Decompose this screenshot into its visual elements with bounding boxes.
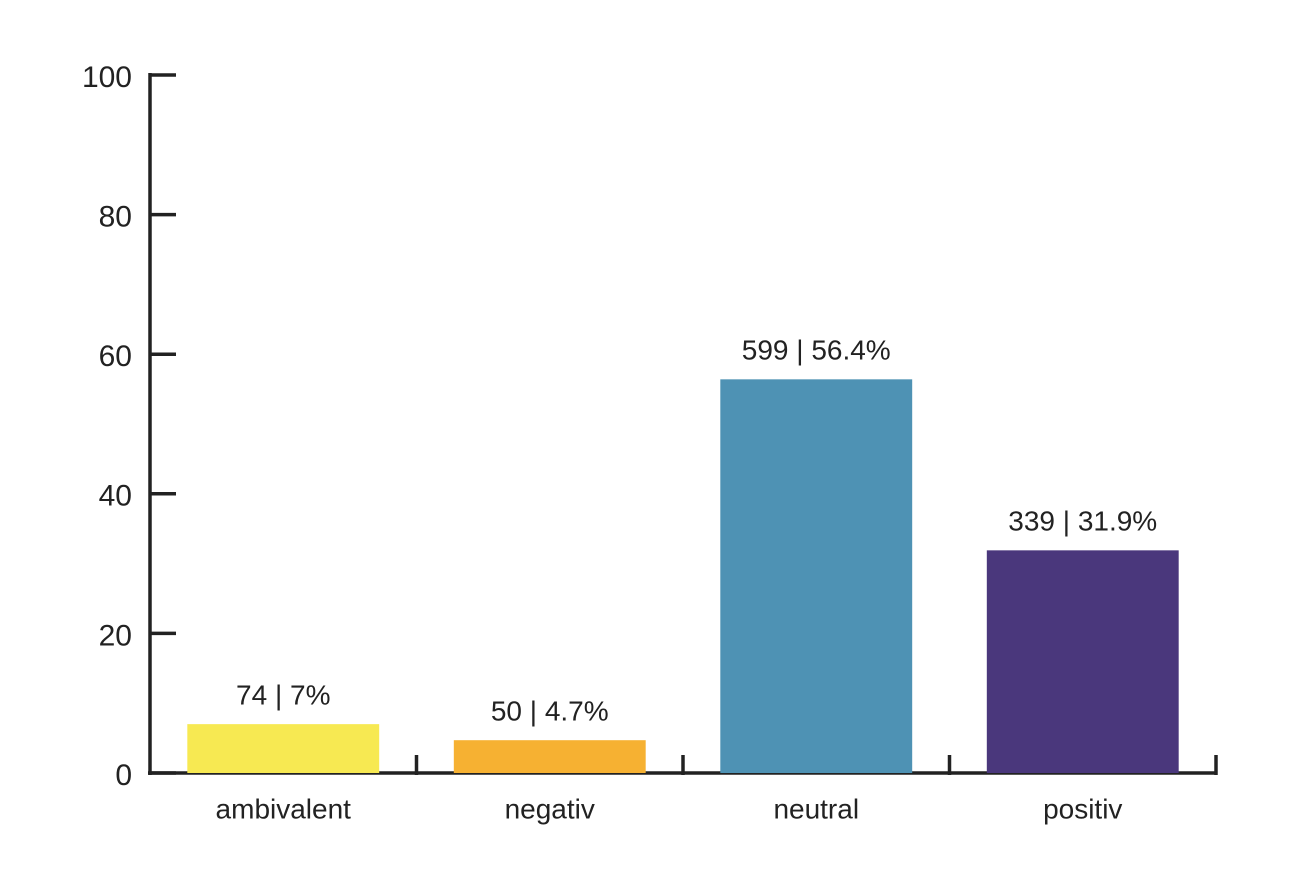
y-tick-label: 80 [99, 201, 132, 234]
bar [986, 550, 1179, 773]
bar [720, 379, 913, 773]
y-tick-label: 40 [99, 480, 132, 513]
bar [453, 740, 646, 773]
x-tick-label: neutral [773, 793, 859, 824]
value-label: 74 | 7% [236, 680, 330, 711]
value-label: 599 | 56.4% [742, 335, 891, 366]
x-tick-label: positiv [1043, 793, 1122, 824]
y-tick-label: 60 [99, 340, 132, 373]
x-tick-label: negativ [505, 793, 595, 824]
value-label: 339 | 31.9% [1008, 506, 1157, 537]
value-label: 50 | 4.7% [491, 696, 609, 727]
y-tick-label: 100 [82, 61, 132, 94]
y-tick-label: 20 [99, 619, 132, 652]
bar [187, 724, 380, 773]
y-tick-label: 0 [115, 759, 132, 792]
x-tick-label: ambivalent [216, 793, 352, 824]
